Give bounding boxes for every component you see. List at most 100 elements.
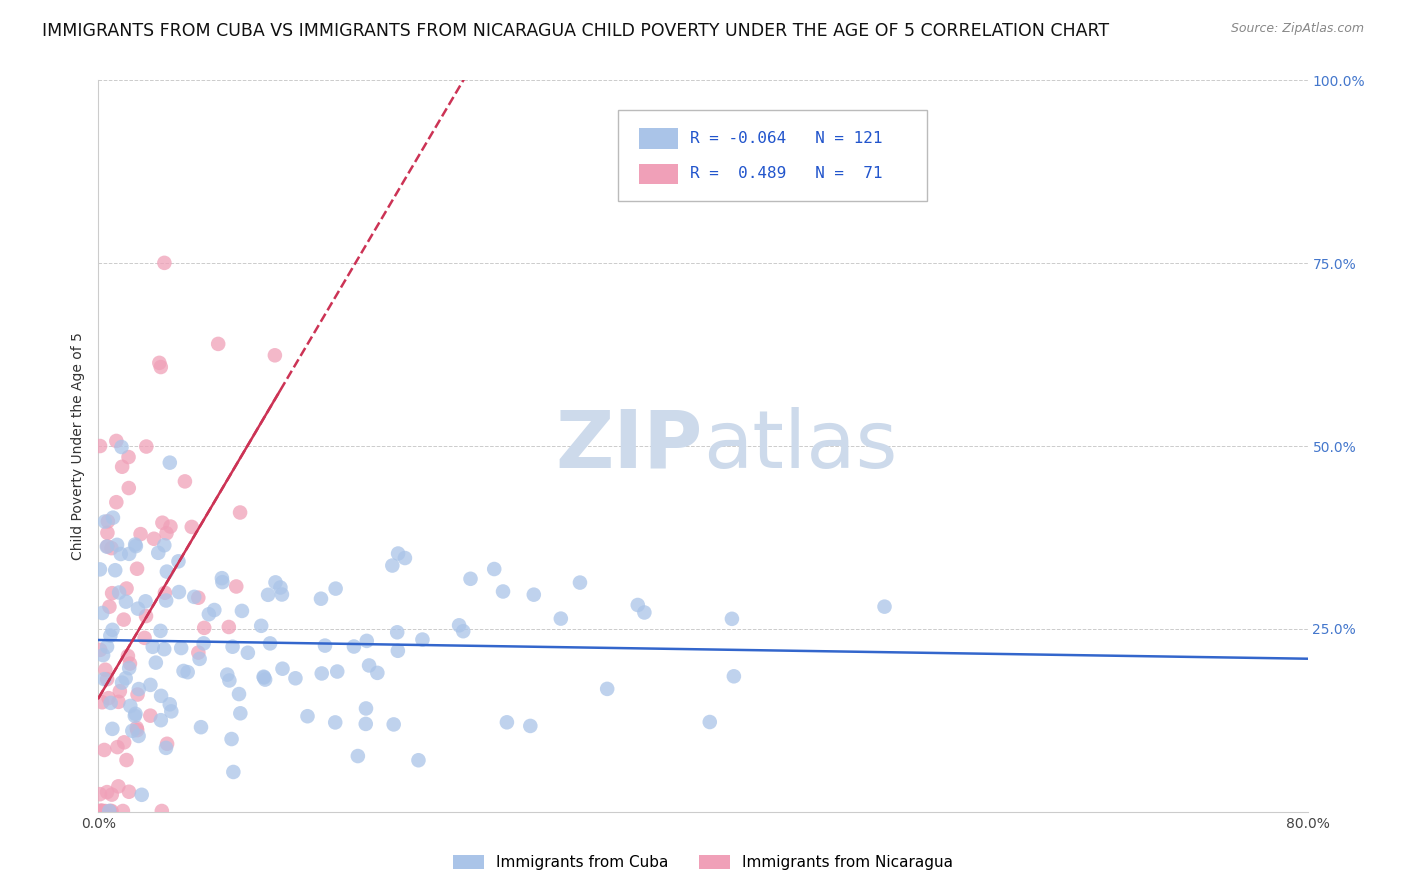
Point	[596, 681, 619, 696]
Point	[114, 671, 136, 685]
Point	[297, 709, 319, 723]
Point	[148, 546, 170, 560]
Point	[118, 661, 141, 675]
Point	[124, 708, 146, 723]
Point	[91, 804, 114, 818]
Point	[176, 665, 198, 680]
Point	[97, 515, 120, 529]
Point	[271, 662, 294, 676]
FancyBboxPatch shape	[619, 110, 927, 201]
Point	[91, 606, 114, 620]
Point	[125, 721, 148, 735]
Point	[325, 582, 347, 596]
Point	[96, 785, 118, 799]
Point	[311, 666, 333, 681]
Point	[96, 525, 118, 540]
Point	[124, 537, 146, 551]
Point	[150, 689, 173, 703]
Point	[225, 579, 247, 593]
Point	[394, 551, 416, 566]
Point	[89, 804, 111, 818]
Point	[105, 434, 128, 448]
Point	[127, 688, 149, 702]
Point	[229, 706, 252, 721]
Point	[174, 475, 197, 489]
Point	[108, 585, 131, 599]
Point	[118, 547, 141, 561]
Point	[118, 785, 141, 799]
Point	[211, 575, 233, 590]
Point	[269, 581, 291, 595]
Point	[117, 648, 139, 663]
Point	[382, 717, 405, 731]
Point	[98, 599, 121, 614]
Point	[193, 621, 215, 635]
Point	[484, 562, 506, 576]
Point	[387, 625, 409, 640]
Point	[142, 640, 165, 654]
Point	[354, 717, 377, 731]
Point	[149, 624, 172, 638]
Point	[101, 722, 124, 736]
Point	[97, 691, 120, 706]
Point	[98, 804, 121, 818]
Point	[135, 594, 157, 608]
Point	[105, 495, 128, 509]
Point	[190, 720, 212, 734]
Point	[128, 729, 150, 743]
Point	[155, 593, 177, 607]
Point	[101, 586, 124, 600]
Point	[150, 804, 173, 818]
Point	[198, 607, 221, 622]
Point	[117, 450, 139, 464]
Point	[120, 698, 142, 713]
Point	[89, 787, 111, 801]
Bar	[638, 163, 678, 184]
Point	[91, 648, 114, 662]
Point	[100, 541, 122, 556]
Point	[460, 572, 482, 586]
Point	[699, 714, 721, 729]
Point	[111, 804, 134, 818]
Point	[309, 591, 332, 606]
Point	[110, 440, 132, 454]
Point	[156, 565, 179, 579]
Point	[723, 669, 745, 683]
Point	[356, 633, 378, 648]
Point	[153, 538, 176, 552]
Point	[135, 440, 157, 454]
Point	[100, 788, 122, 802]
Point	[202, 603, 225, 617]
Point	[145, 656, 167, 670]
Point	[253, 671, 276, 685]
Text: IMMIGRANTS FROM CUBA VS IMMIGRANTS FROM NICARAGUA CHILD POVERTY UNDER THE AGE OF: IMMIGRANTS FROM CUBA VS IMMIGRANTS FROM …	[42, 22, 1109, 40]
Point	[94, 804, 117, 818]
Point	[89, 643, 111, 657]
Point	[627, 598, 650, 612]
Point	[90, 804, 112, 818]
Point	[568, 575, 591, 590]
Point	[207, 337, 229, 351]
Point	[250, 619, 273, 633]
Point	[387, 547, 409, 561]
Point	[93, 672, 115, 686]
Point	[188, 652, 211, 666]
Point	[94, 515, 117, 529]
Point	[111, 459, 134, 474]
Point	[101, 510, 124, 524]
Point	[343, 640, 366, 654]
Point	[124, 706, 146, 721]
Point	[89, 439, 111, 453]
Point	[127, 601, 149, 615]
Point	[381, 558, 404, 573]
Point	[159, 698, 181, 712]
Point	[96, 672, 118, 686]
Point	[91, 804, 114, 818]
Point	[96, 540, 118, 554]
Point	[152, 516, 174, 530]
Point	[326, 665, 349, 679]
Point	[91, 695, 114, 709]
Point	[347, 749, 370, 764]
Point	[108, 684, 131, 698]
Point	[222, 764, 245, 779]
